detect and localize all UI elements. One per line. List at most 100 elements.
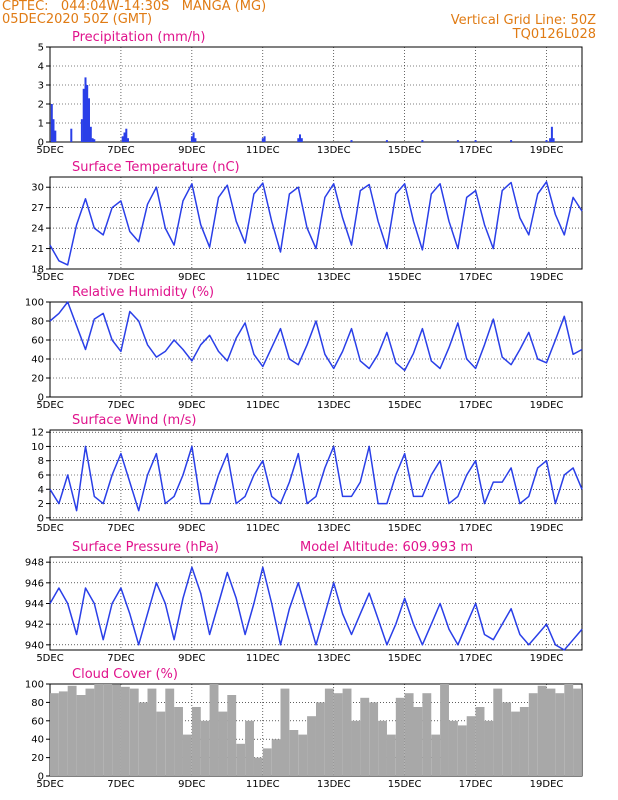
precip-bar <box>510 140 513 142</box>
precip-bar <box>385 140 388 142</box>
humidity-xtick-label: 7DEC <box>107 400 134 411</box>
precip-xtick-label: 9DEC <box>178 145 205 156</box>
precip-bar <box>300 138 303 142</box>
precip-bar <box>84 77 87 142</box>
pressure-xtick-label: 15DEC <box>388 653 422 664</box>
cloud-xtick-label: 5DEC <box>36 779 63 790</box>
cloud-xtick-label: 17DEC <box>459 779 493 790</box>
humidity-xtick-label: 19DEC <box>530 400 564 411</box>
wind-xtick-label: 5DEC <box>36 523 63 534</box>
precip-bar <box>549 138 552 142</box>
cloud-bar <box>120 686 130 776</box>
wind-series-line <box>49 445 583 512</box>
cloud-bar <box>502 702 512 776</box>
pressure-xtick-label: 11DEC <box>246 653 280 664</box>
temperature-ytick-label: 18 <box>31 265 44 276</box>
wind-xtick-label: 9DEC <box>178 523 205 534</box>
cloud-xtick-label: 13DEC <box>317 779 351 790</box>
cloud-bar <box>236 743 246 776</box>
pressure-ytick-label: 940 <box>25 640 44 651</box>
precip-ytick-label: 2 <box>38 100 44 111</box>
pressure-ytick-label: 946 <box>25 578 44 589</box>
temperature-ytick-label: 30 <box>31 183 44 194</box>
cloud-ytick-label: 20 <box>31 753 44 764</box>
pressure-frame <box>49 556 583 651</box>
cloud-bar <box>200 720 210 776</box>
cloud-bar <box>316 702 325 776</box>
cloud-bar <box>183 734 192 776</box>
cloud-bar <box>280 688 290 776</box>
cloud-bar <box>386 734 396 776</box>
precip-bar <box>474 140 477 142</box>
wind-xtick-label: 15DEC <box>388 523 422 534</box>
cloud-bar <box>466 716 476 776</box>
temperature-series-line <box>49 181 583 266</box>
cloud-ytick-label: 80 <box>31 698 44 709</box>
cloud-bar <box>209 684 219 776</box>
cloud-bar <box>112 684 121 776</box>
pressure-xtick-label: 7DEC <box>107 653 134 664</box>
cloud-bar <box>85 688 95 776</box>
precip-ytick-label: 4 <box>38 62 44 73</box>
wind-ytick-label: 10 <box>31 442 44 453</box>
cloud-bar <box>138 702 148 776</box>
wind-xtick-label: 7DEC <box>107 523 134 534</box>
precip-bar <box>297 138 300 142</box>
wind-ytick-label: 2 <box>38 499 44 510</box>
wind-ytick-label: 8 <box>38 456 44 467</box>
cloud-xtick-label: 9DEC <box>178 779 205 790</box>
cloud-bar <box>76 695 86 776</box>
precip-bar <box>456 140 459 142</box>
cloud-bar <box>573 688 582 776</box>
precip-bar <box>261 138 264 142</box>
wind-ytick-label: 12 <box>31 428 44 439</box>
precip-xtick-label: 17DEC <box>459 145 493 156</box>
precip-ytick-label: 1 <box>38 119 44 130</box>
temperature-xtick-label: 19DEC <box>530 272 564 283</box>
precip-bar <box>350 140 353 142</box>
header-location: CPTEC: 044:04W-14:30S MANGA (MG) <box>2 0 267 14</box>
cloud-bar <box>475 707 485 776</box>
pressure-xtick-label: 19DEC <box>530 653 564 664</box>
pressure-xtick-label: 13DEC <box>317 653 351 664</box>
precip-xtick-label: 11DEC <box>246 145 280 156</box>
precip-bar <box>190 136 193 142</box>
precip-bar <box>299 134 301 142</box>
cloud-xtick-label: 11DEC <box>246 779 280 790</box>
cloud-bar <box>156 711 166 776</box>
cloud-bar <box>165 688 175 776</box>
cloud-bar <box>58 691 68 776</box>
cloud-bar <box>555 693 565 776</box>
temperature-xtick-label: 15DEC <box>388 272 422 283</box>
humidity-title: Relative Humidity (%) <box>72 285 214 300</box>
pressure-subtitle: Model Altitude: 609.993 m <box>300 540 473 555</box>
cloud-bar <box>564 684 574 776</box>
cloud-bar <box>484 720 494 776</box>
precip-xtick-label: 7DEC <box>107 145 134 156</box>
cloud-bar <box>103 684 113 776</box>
wind-ytick-label: 0 <box>38 513 44 524</box>
cloud-bar <box>94 684 104 776</box>
precip-ytick-label: 0 <box>38 138 44 149</box>
temperature-xtick-label: 7DEC <box>107 272 134 283</box>
precip-bar <box>50 104 53 142</box>
temperature-ytick-label: 24 <box>31 224 44 235</box>
cloud-bar <box>360 697 370 776</box>
cloud-bar <box>440 684 449 776</box>
precip-bar <box>545 140 548 142</box>
temperature-xtick-label: 17DEC <box>459 272 493 283</box>
precip-xtick-label: 5DEC <box>36 145 63 156</box>
cloud-bar <box>422 693 432 776</box>
cloud-bar <box>262 748 272 776</box>
precip-bar <box>80 119 83 142</box>
precip-bar <box>88 98 90 142</box>
cloud-ytick-label: 60 <box>31 716 44 727</box>
cloud-ytick-label: 40 <box>31 735 44 746</box>
humidity-ytick-label: 0 <box>38 393 44 404</box>
precip-bar <box>192 132 195 142</box>
cloud-bar <box>546 688 556 776</box>
cloud-bar <box>227 695 237 776</box>
precip-title: Precipitation (mm/h) <box>72 30 205 45</box>
temperature-xtick-label: 11DEC <box>246 272 280 283</box>
cloud-xtick-label: 15DEC <box>388 779 422 790</box>
